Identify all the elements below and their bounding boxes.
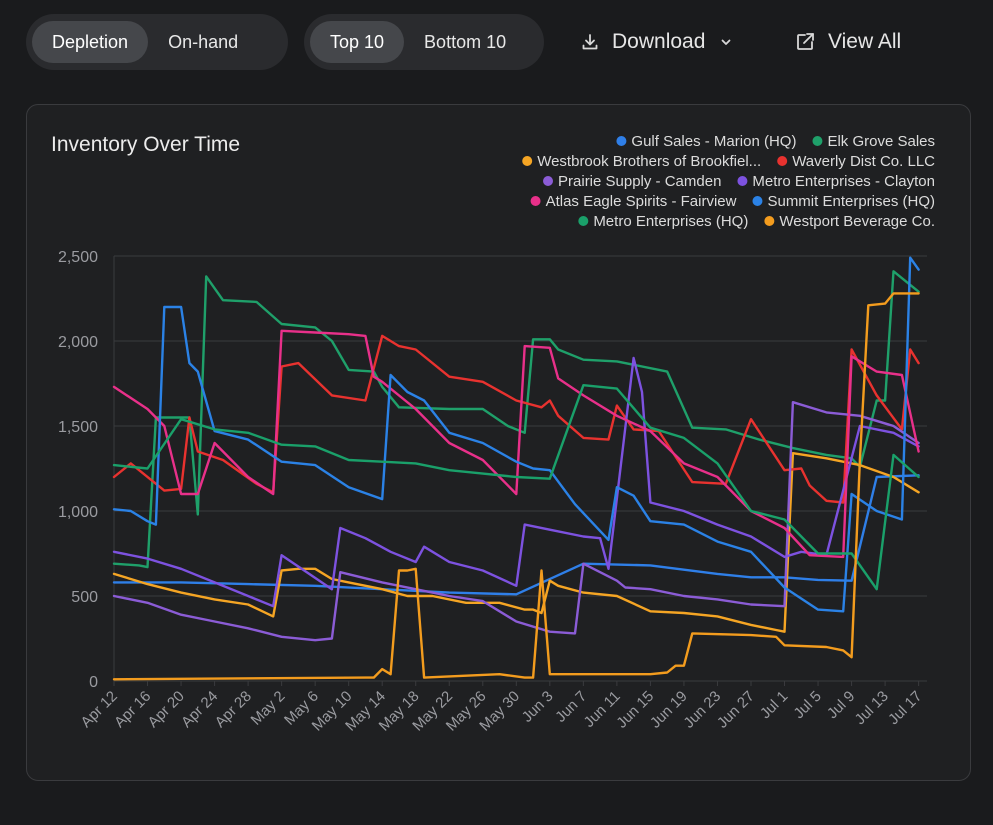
x-tick-label: Apr 24 bbox=[178, 688, 221, 731]
view-all-button[interactable]: View All bbox=[794, 24, 901, 60]
series-line bbox=[112, 474, 920, 596]
y-tick-label: 500 bbox=[71, 589, 98, 606]
x-tick-label: Jun 15 bbox=[613, 688, 657, 732]
legend-swatch bbox=[777, 156, 788, 166]
legend-swatch bbox=[752, 196, 763, 206]
y-tick-label: 1,000 bbox=[58, 504, 98, 521]
y-tick-label: 2,000 bbox=[58, 334, 98, 351]
chart-card bbox=[26, 104, 971, 781]
x-tick-label: Apr 16 bbox=[111, 688, 154, 731]
x-tick-label: Jun 27 bbox=[714, 688, 758, 732]
x-tick-label: Jun 3 bbox=[519, 688, 557, 726]
download-label: Download bbox=[612, 30, 706, 53]
x-tick-label: Jul 5 bbox=[790, 688, 824, 722]
legend-label: Elk Grove Sales bbox=[827, 133, 935, 150]
legend-label: Prairie Supply - Camden bbox=[558, 173, 721, 190]
series-line bbox=[112, 270, 920, 569]
x-tick-label: Jul 1 bbox=[757, 688, 791, 722]
series-line bbox=[112, 401, 920, 642]
x-tick-label: Apr 20 bbox=[145, 688, 188, 731]
legend-label: Gulf Sales - Marion (HQ) bbox=[631, 133, 796, 150]
legend-label: Metro Enterprises (HQ) bbox=[593, 213, 748, 230]
x-tick-label: Jun 19 bbox=[647, 688, 691, 732]
x-tick-label: Jun 23 bbox=[680, 688, 724, 732]
legend-label: Westbrook Brothers of Brookfiel... bbox=[537, 153, 761, 170]
series-line bbox=[112, 256, 920, 613]
external-link-icon bbox=[797, 33, 814, 50]
chart-title: Inventory Over Time bbox=[51, 133, 241, 156]
top-10-tab[interactable]: Top 10 bbox=[310, 21, 405, 63]
series-line bbox=[112, 292, 920, 681]
depletion-tab[interactable]: Depletion bbox=[32, 21, 149, 63]
legend-swatch bbox=[764, 216, 775, 226]
bottom-10-tab[interactable]: Bottom 10 bbox=[424, 32, 507, 52]
metric-toggle: Depletion On-hand bbox=[26, 14, 288, 70]
legend-label: Atlas Eagle Spirits - Fairview bbox=[546, 193, 737, 210]
x-tick-label: Apr 12 bbox=[78, 688, 121, 731]
legend-swatch bbox=[737, 176, 748, 186]
download-icon bbox=[582, 34, 598, 50]
legend-label: Metro Enterprises - Clayton bbox=[752, 173, 935, 190]
rank-toggle: Top 10 Bottom 10 bbox=[304, 14, 544, 70]
legend-swatch bbox=[522, 156, 533, 166]
legend-swatch bbox=[578, 216, 589, 226]
y-tick-label: 2,500 bbox=[58, 249, 98, 266]
legend-label: Westport Beverage Co. bbox=[779, 213, 935, 230]
legend-label: Summit Enterprises (HQ) bbox=[767, 193, 935, 210]
y-tick-label: 0 bbox=[89, 674, 98, 691]
legend-swatch bbox=[616, 136, 627, 146]
chevron-down-icon bbox=[722, 39, 731, 45]
x-tick-label: May 2 bbox=[248, 688, 289, 729]
legend-swatch bbox=[543, 176, 554, 186]
x-tick-label: Apr 28 bbox=[212, 688, 255, 731]
x-tick-label: Jul 17 bbox=[885, 688, 925, 728]
y-tick-label: 1,500 bbox=[58, 419, 98, 436]
download-button[interactable]: Download bbox=[580, 24, 733, 60]
view-all-label: View All bbox=[828, 30, 902, 53]
series-line bbox=[112, 384, 920, 591]
x-tick-label: Jul 13 bbox=[852, 688, 892, 728]
series-line bbox=[112, 452, 920, 633]
legend-swatch bbox=[812, 136, 823, 146]
series-line bbox=[112, 334, 920, 504]
series-line bbox=[112, 356, 920, 608]
series-line bbox=[112, 329, 920, 559]
on-hand-tab[interactable]: On-hand bbox=[168, 32, 239, 52]
legend-swatch bbox=[530, 196, 541, 206]
legend-label: Waverly Dist Co. LLC bbox=[792, 153, 935, 170]
